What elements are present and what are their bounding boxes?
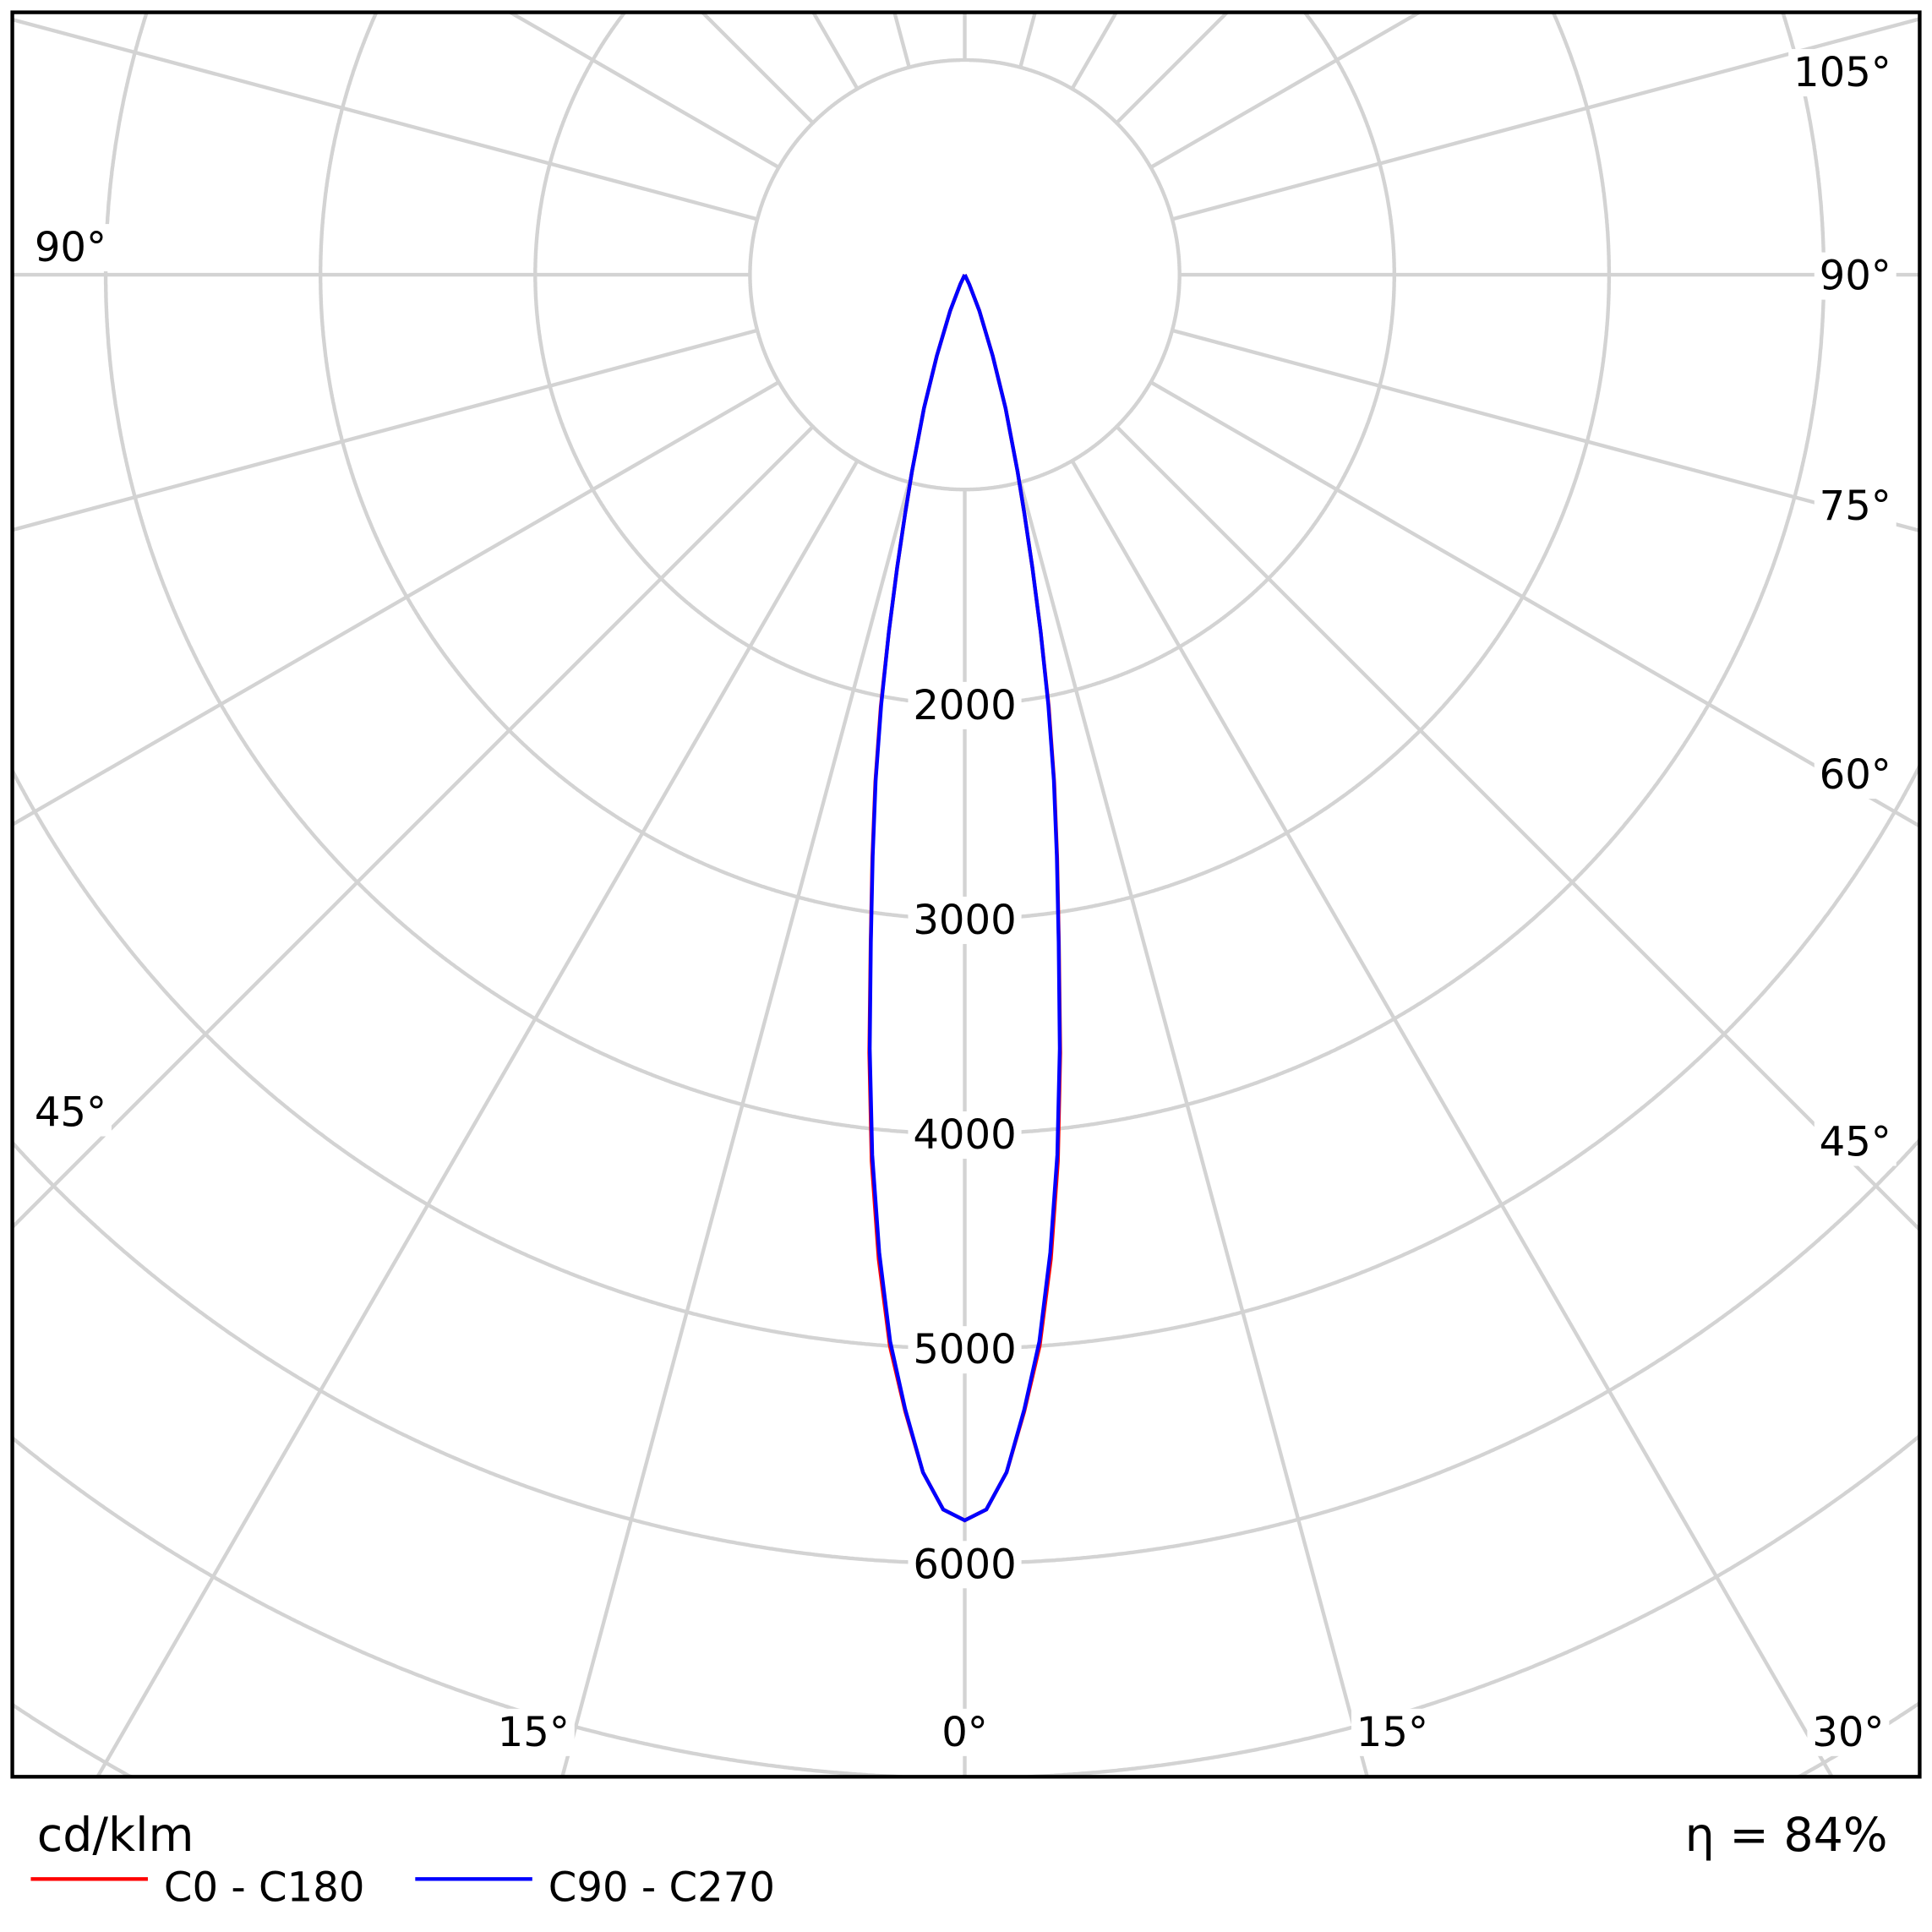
label-background [1814,483,1897,531]
tick-labels: 2000 3000 4000 5000 6000 90° 45° 15° 0° 15° 30° 105… [29,49,1897,1756]
grid-radial-line [1115,12,1229,124]
angle-label-bottom: 15° [1356,1709,1428,1756]
plot-frame [10,10,1922,1779]
label-background [936,1708,993,1756]
radial-tick-label: 2000 [913,682,1016,729]
grid-radial-line [1070,460,1834,1777]
curves [867,274,1062,1523]
angle-label-right: 90° [1820,253,1891,300]
grid-ring [748,57,1182,492]
label-background [908,1326,1022,1374]
angle-label-bottom: 0° [941,1709,988,1756]
grid-radial-line [1070,12,1118,90]
angle-label-right: 45° [1820,1119,1891,1166]
grid-radial-line [701,12,815,124]
label-background [908,1541,1022,1589]
grid-ring [533,12,1396,707]
label-background [1351,1708,1433,1756]
grid-radial-line [12,380,780,827]
angle-label-left: 45° [35,1089,106,1137]
grid-radial-line [12,18,758,221]
label-background [1814,1118,1897,1166]
angle-label-right: 60° [1820,751,1891,799]
grid-radial-line [1149,12,1421,169]
label-background [492,1708,575,1756]
label-background [1814,751,1897,800]
legend-label-c90: C90 - C270 [548,1864,775,1912]
radial-tick-label: 4000 [913,1111,1016,1159]
grid-radial-line [12,328,758,532]
grid-ring [12,1433,1920,1777]
label-background [1807,1708,1890,1756]
label-background [908,1111,1022,1160]
grid-ring [319,12,1612,921]
label-background [908,896,1022,944]
grid-radial-line [560,482,911,1777]
label-background [1814,252,1897,300]
grid-ring [12,765,1920,1351]
grid-radial-line [12,425,815,1229]
series-curve-1 [867,274,1062,1523]
angle-label-left: 15° [498,1709,570,1756]
label-background [29,224,112,272]
grid-radial-line [509,12,780,169]
grid-ring [12,1138,1920,1565]
legend-label-c0: C0 - C180 [164,1864,365,1912]
radial-tick-label: 6000 [913,1541,1016,1588]
angle-label-bottom: 30° [1812,1709,1884,1756]
grid-radial-line [1115,425,1920,1231]
grid-radial-line [811,12,860,90]
grid-radial-line [1018,12,1037,68]
radial-tick-label: 5000 [913,1326,1016,1373]
label-background [908,681,1022,729]
efficiency-label: η = 84% [1685,1809,1888,1863]
label-background [29,1089,112,1137]
grid-radial-line [1171,328,1920,532]
grid-radial-line [1018,482,1369,1777]
grid-radial-line [892,12,911,68]
label-background [1788,49,1897,97]
angle-label-left: 90° [35,224,106,271]
angle-label-right: 105° [1793,49,1891,96]
angle-label-right: 75° [1820,483,1891,530]
radial-tick-label: 3000 [913,897,1016,944]
grid-radial-line [96,460,860,1777]
unit-label: cd/klm [37,1809,194,1863]
grid-radial-line [1149,380,1920,828]
